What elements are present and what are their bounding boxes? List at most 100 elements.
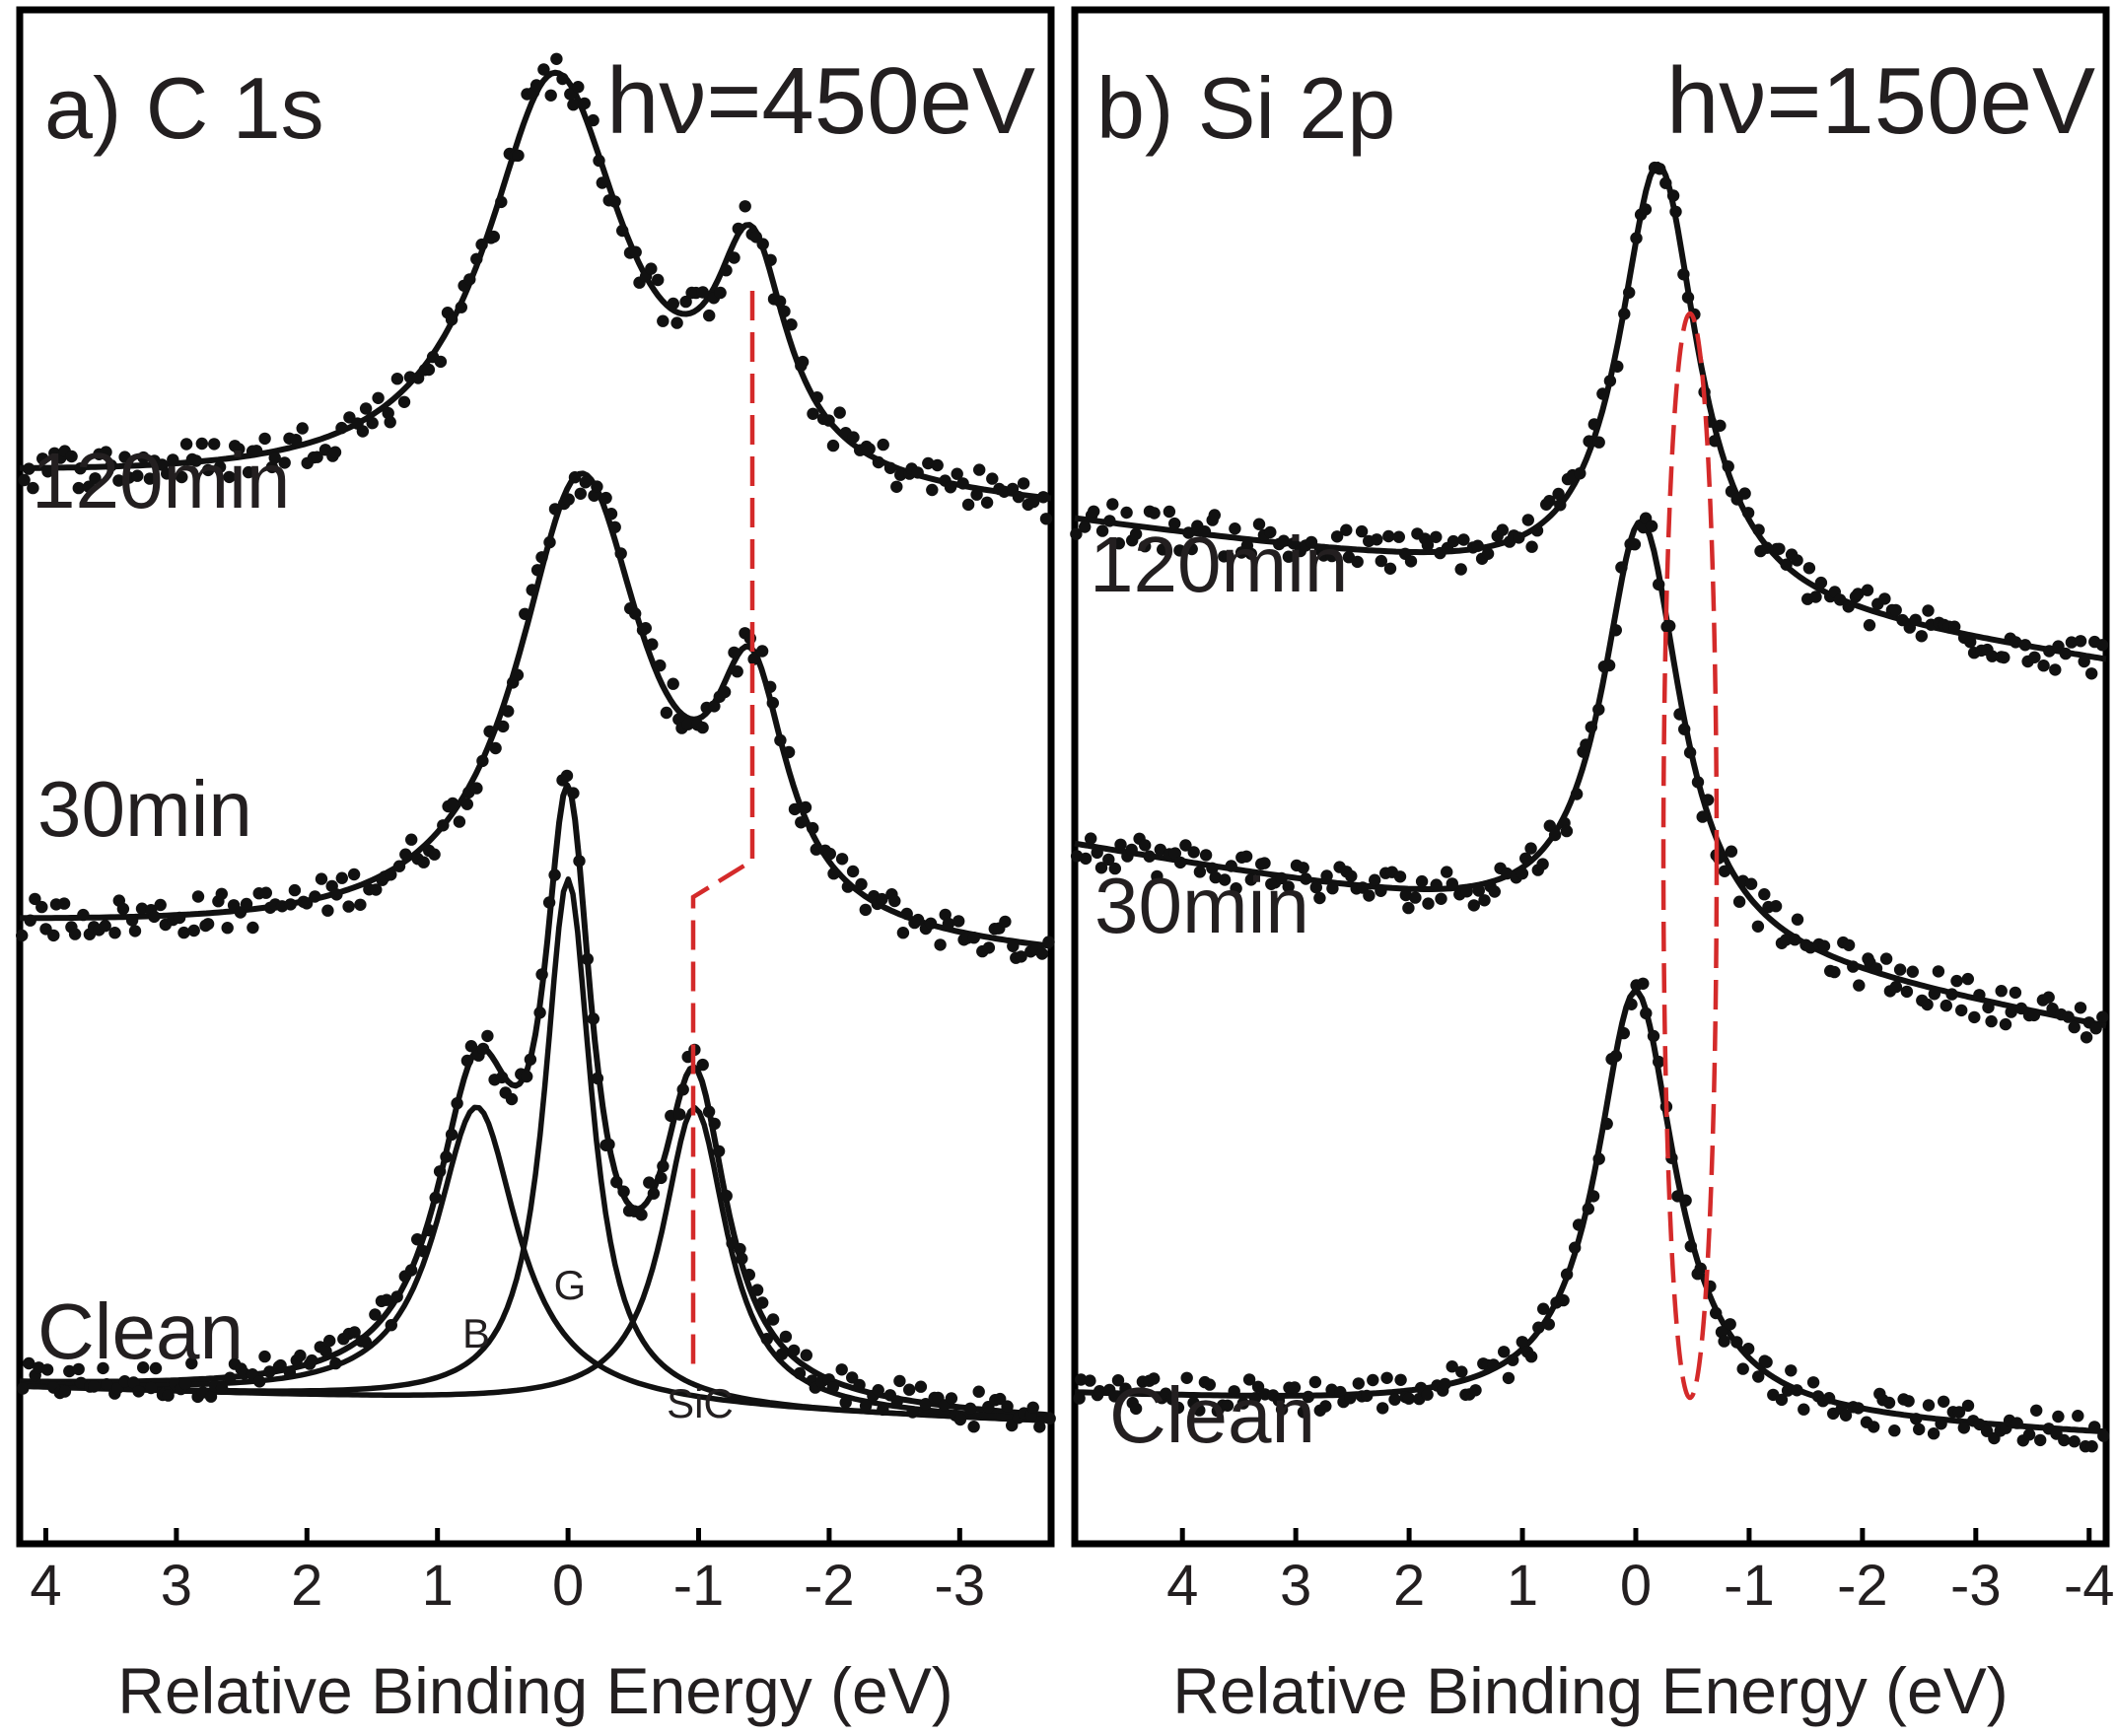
data-point: [440, 1150, 453, 1163]
data-point: [1861, 584, 1874, 596]
data-point: [877, 1403, 889, 1417]
data-point: [841, 880, 855, 893]
data-point: [1814, 576, 1828, 590]
data-point: [77, 908, 90, 922]
data-point: [673, 1108, 686, 1121]
data-point: [529, 79, 543, 92]
data-point: [872, 455, 885, 469]
data-point: [1760, 541, 1774, 554]
data-point: [1973, 989, 1986, 1002]
data-point: [1536, 858, 1549, 870]
data-point: [112, 474, 125, 487]
data-point: [1617, 1026, 1631, 1040]
data-point: [970, 488, 983, 501]
data-point: [481, 1029, 494, 1043]
data-point: [608, 195, 621, 208]
data-point: [1193, 1404, 1206, 1417]
data-point: [17, 1382, 30, 1395]
data-point: [600, 491, 612, 505]
data-point: [702, 1105, 716, 1118]
panel-a-label-120min: 120min: [32, 437, 290, 524]
x-tick-label: 3: [1280, 1554, 1311, 1618]
data-point: [82, 480, 96, 493]
data-point: [101, 1378, 113, 1391]
data-point: [679, 295, 692, 309]
data-point: [670, 316, 683, 329]
data-point: [764, 253, 777, 266]
data-point: [2089, 1022, 2102, 1035]
data-point: [2005, 1006, 2017, 1018]
data-point: [483, 725, 496, 738]
data-point: [855, 877, 868, 891]
data-point: [1393, 870, 1407, 883]
data-point: [1355, 524, 1369, 538]
data-point: [354, 898, 367, 911]
data-point: [99, 920, 111, 933]
data-point: [1361, 1389, 1374, 1403]
data-point: [495, 195, 508, 209]
data-point: [1095, 524, 1109, 537]
data-point: [537, 63, 550, 76]
x-tick-label: 2: [291, 1554, 322, 1618]
data-point: [1678, 723, 1691, 735]
data-point: [639, 622, 652, 635]
data-point: [890, 480, 903, 493]
data-point: [1673, 708, 1686, 721]
data-point: [1103, 515, 1116, 527]
data-point: [1833, 593, 1847, 606]
data-point: [1915, 630, 1929, 643]
data-point: [1654, 163, 1666, 175]
data-point: [1952, 1406, 1966, 1419]
data-point: [1165, 1393, 1179, 1406]
data-point: [213, 460, 227, 473]
data-point: [1780, 934, 1793, 946]
data-point: [1752, 1370, 1765, 1383]
data-point: [29, 892, 41, 906]
data-point: [1108, 1390, 1121, 1403]
data-point: [822, 414, 835, 427]
data-point: [883, 461, 897, 474]
data-point: [1277, 534, 1291, 547]
data-point: [1409, 891, 1422, 904]
data-point: [2058, 1433, 2071, 1447]
data-point: [315, 872, 328, 885]
data-point: [833, 406, 846, 419]
data-point: [253, 1375, 266, 1388]
data-point: [1828, 965, 1841, 979]
data-point: [2096, 1010, 2109, 1023]
data-point: [1600, 1117, 1613, 1131]
data-point: [951, 467, 963, 480]
data-point: [1501, 867, 1514, 880]
data-point: [105, 459, 118, 472]
data-point: [1900, 985, 1914, 999]
data-point: [74, 462, 87, 475]
data-point: [1297, 862, 1309, 874]
data-point: [1017, 477, 1030, 490]
data-point: [1288, 1381, 1302, 1394]
data-point: [319, 1345, 332, 1357]
data-point: [1950, 974, 1963, 988]
data-point: [835, 853, 849, 866]
data-point: [696, 721, 709, 734]
data-point: [495, 1071, 509, 1084]
data-point: [785, 318, 798, 331]
data-point: [1537, 1302, 1550, 1315]
data-point: [359, 1336, 372, 1349]
data-point: [89, 472, 102, 485]
data-point: [306, 1354, 318, 1367]
data-point: [1543, 819, 1557, 832]
data-point: [390, 373, 404, 385]
data-point: [328, 446, 342, 458]
data-point: [1940, 999, 1953, 1012]
data-point: [460, 798, 473, 810]
data-point: [208, 438, 221, 451]
data-point: [742, 1268, 755, 1282]
data-point: [1637, 977, 1650, 990]
panel-b: b) Si 2p hν=150eV 4 3 2 1 0 -1 -2 -3 -4 120min 3…: [1070, 6, 2115, 1727]
data-point: [548, 503, 562, 516]
panel-a-frame: [16, 6, 1055, 1548]
data-point: [2018, 639, 2032, 652]
data-point: [356, 425, 370, 438]
data-point: [1143, 850, 1156, 863]
data-point: [1839, 1409, 1853, 1423]
